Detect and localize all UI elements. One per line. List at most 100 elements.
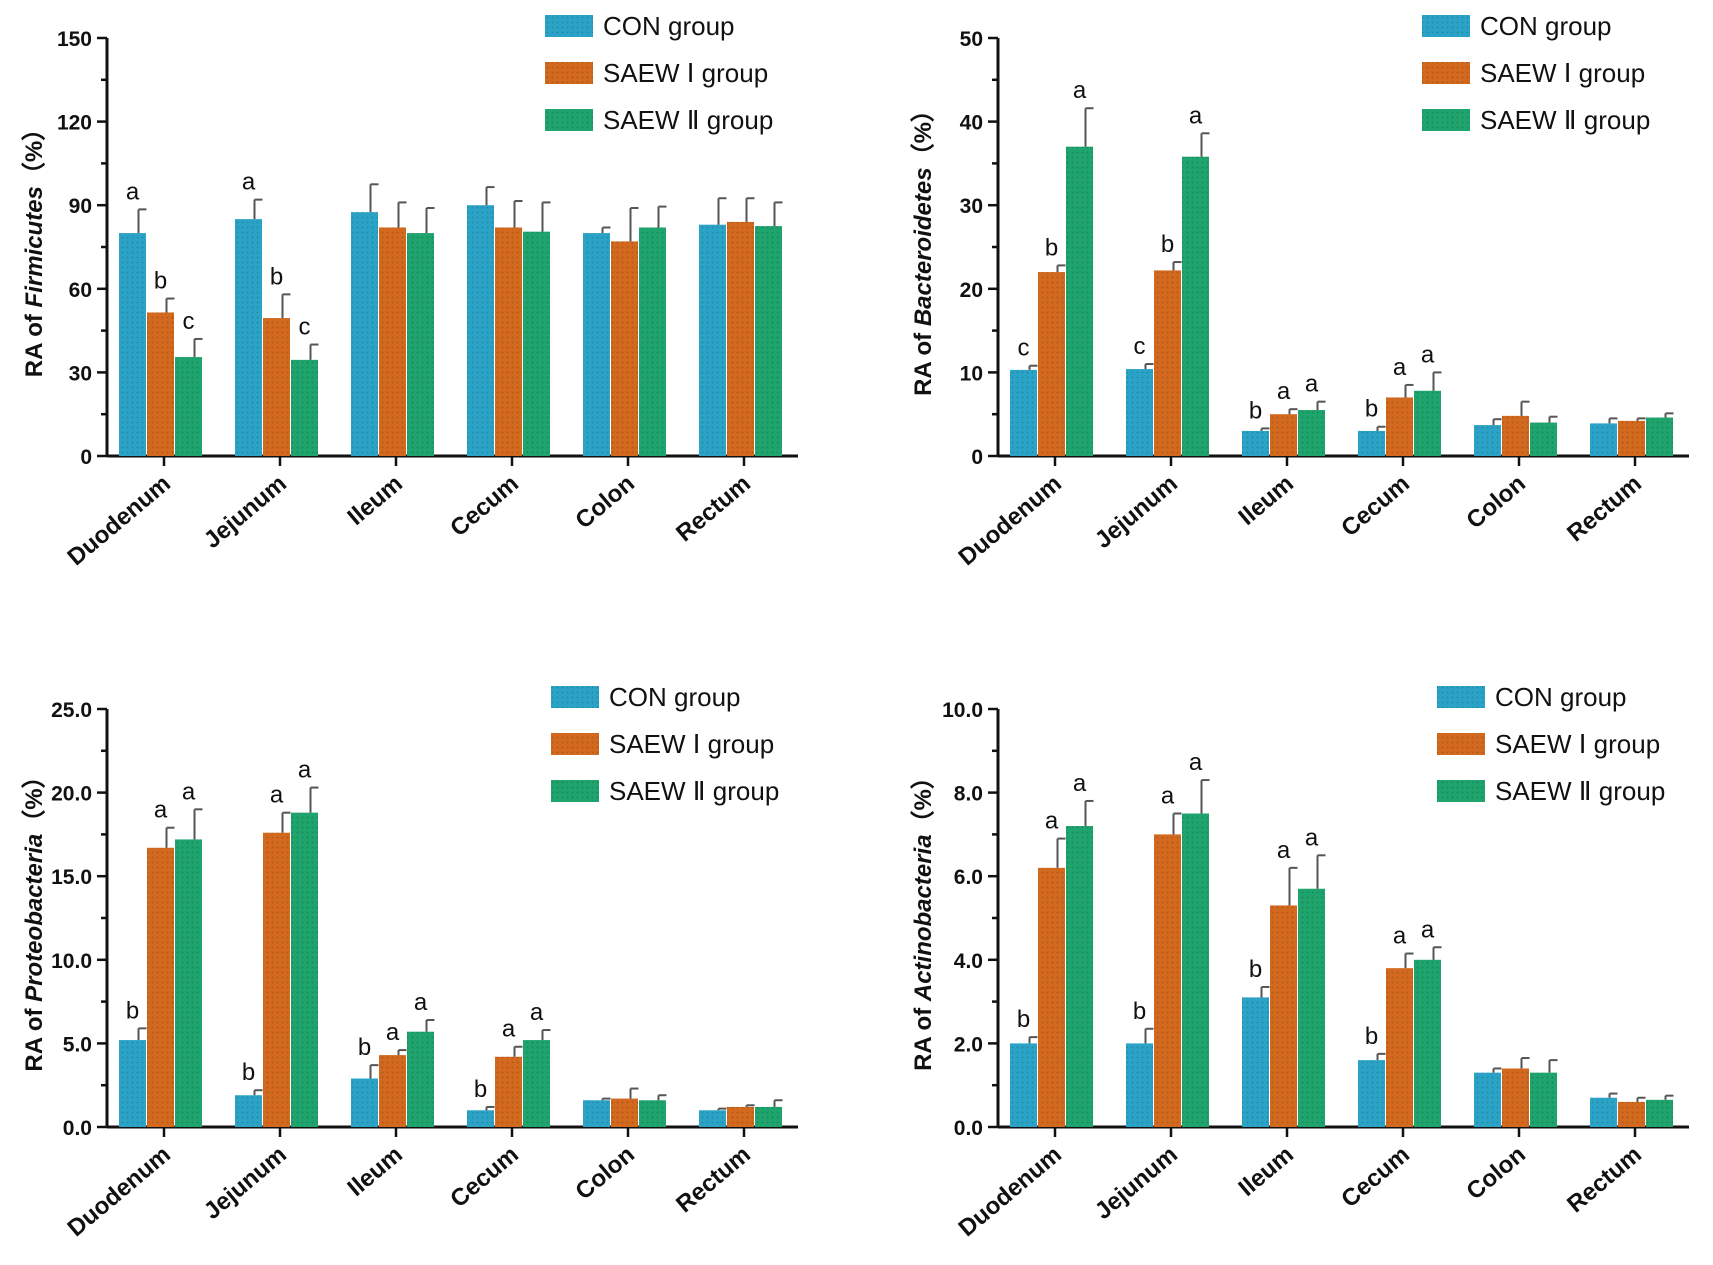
bar xyxy=(175,357,202,456)
bar xyxy=(147,312,174,456)
bar xyxy=(1386,968,1413,1127)
x-tick-label: Ileum xyxy=(1233,470,1298,531)
significance-letter: c xyxy=(299,314,311,341)
bar xyxy=(1182,156,1209,456)
bar xyxy=(1414,959,1441,1127)
significance-letter: a xyxy=(242,169,256,196)
bar xyxy=(379,227,406,456)
y-label-unit: （%） xyxy=(910,98,937,167)
significance-letter: a xyxy=(1073,770,1087,797)
significance-letter: a xyxy=(1393,923,1407,950)
bar xyxy=(407,1031,434,1127)
legend-label: SAEW Ⅱ group xyxy=(1480,105,1650,135)
bar xyxy=(1590,1097,1617,1127)
bar xyxy=(1010,369,1037,456)
y-tick-label: 40 xyxy=(960,112,983,135)
significance-letter: b xyxy=(154,268,167,295)
y-tick-label: 120 xyxy=(57,112,92,135)
y-axis-label: RA of Firmicutes（%） xyxy=(21,117,48,377)
x-tick-label: Duodenum xyxy=(62,470,175,571)
bar xyxy=(351,212,378,456)
bar xyxy=(1502,415,1529,456)
x-tick-label: Colon xyxy=(1461,470,1530,534)
y-label-taxon: Bacteroidetes xyxy=(910,167,937,326)
significance-letter: a xyxy=(386,1019,400,1046)
bar xyxy=(1154,270,1181,456)
bar xyxy=(1270,905,1297,1127)
bar xyxy=(1010,1043,1037,1127)
bar xyxy=(583,233,610,456)
legend-swatch xyxy=(551,686,599,708)
y-tick-label: 20.0 xyxy=(51,783,92,806)
significance-letter: a xyxy=(1421,916,1435,943)
bar xyxy=(263,832,290,1127)
x-tick-label: Colon xyxy=(1461,1141,1530,1205)
y-label-prefix: RA of xyxy=(21,307,48,377)
bar xyxy=(119,1040,146,1127)
y-tick-label: 4.0 xyxy=(954,950,983,973)
significance-letter: c xyxy=(1134,333,1146,360)
y-tick-label: 5.0 xyxy=(63,1033,92,1056)
x-tick-label: Ileum xyxy=(342,1141,407,1202)
bar xyxy=(1530,422,1557,456)
bar xyxy=(1066,826,1093,1127)
bar xyxy=(1590,423,1617,456)
x-tick-label: Jejunum xyxy=(199,1141,292,1225)
bar xyxy=(1126,1043,1153,1127)
bar xyxy=(1242,997,1269,1127)
significance-letter: b xyxy=(1045,234,1058,261)
x-tick-label: Rectum xyxy=(671,1141,756,1218)
legend-label: SAEW Ⅱ group xyxy=(609,776,779,806)
x-tick-label: Cecum xyxy=(1336,1141,1415,1213)
bar xyxy=(1358,1060,1385,1127)
legend-label: SAEW Ⅱ group xyxy=(603,105,773,135)
significance-letter: b xyxy=(126,997,139,1024)
bar xyxy=(291,812,318,1127)
y-label-prefix: RA of xyxy=(910,1001,937,1071)
y-tick-label: 0 xyxy=(971,446,983,469)
bar xyxy=(1414,390,1441,456)
significance-letter: a xyxy=(1305,824,1319,851)
significance-letter: b xyxy=(474,1076,487,1103)
y-tick-label: 6.0 xyxy=(954,866,983,889)
significance-letter: a xyxy=(414,989,428,1016)
bar xyxy=(1270,414,1297,456)
x-tick-label: Jejunum xyxy=(1090,1141,1183,1225)
y-tick-label: 10 xyxy=(960,362,983,385)
legend-swatch xyxy=(1437,780,1485,802)
bar xyxy=(639,227,666,456)
y-tick-label: 50 xyxy=(960,28,983,51)
legend-swatch xyxy=(545,109,593,131)
y-tick-label: 15.0 xyxy=(51,866,92,889)
bar xyxy=(467,1110,494,1127)
significance-letter: a xyxy=(1189,749,1203,776)
x-tick-label: Rectum xyxy=(1562,470,1647,547)
y-tick-label: 25.0 xyxy=(51,699,92,722)
y-label-unit: （%） xyxy=(910,765,937,834)
bar xyxy=(379,1055,406,1127)
y-axis-label: RA of Bacteroidetes（%） xyxy=(910,98,937,396)
bar xyxy=(1502,1068,1529,1127)
significance-letter: b xyxy=(1133,998,1146,1025)
significance-letter: b xyxy=(1017,1006,1030,1033)
y-tick-label: 10.0 xyxy=(942,699,983,722)
bar xyxy=(639,1100,666,1127)
bar xyxy=(727,1106,754,1127)
bar xyxy=(147,847,174,1127)
bar xyxy=(407,233,434,456)
bar xyxy=(175,839,202,1127)
y-tick-label: 60 xyxy=(69,279,92,302)
y-axis-label: RA of Actinobacteria（%） xyxy=(910,765,937,1071)
bar xyxy=(727,221,754,456)
x-tick-label: Colon xyxy=(570,470,639,534)
legend-swatch xyxy=(545,15,593,37)
y-label-taxon: Actinobacteria xyxy=(910,834,937,1002)
significance-letter: b xyxy=(1365,396,1378,423)
bar xyxy=(699,1110,726,1127)
y-tick-label: 10.0 xyxy=(51,950,92,973)
bar xyxy=(351,1078,378,1127)
y-tick-label: 0.0 xyxy=(954,1117,983,1140)
